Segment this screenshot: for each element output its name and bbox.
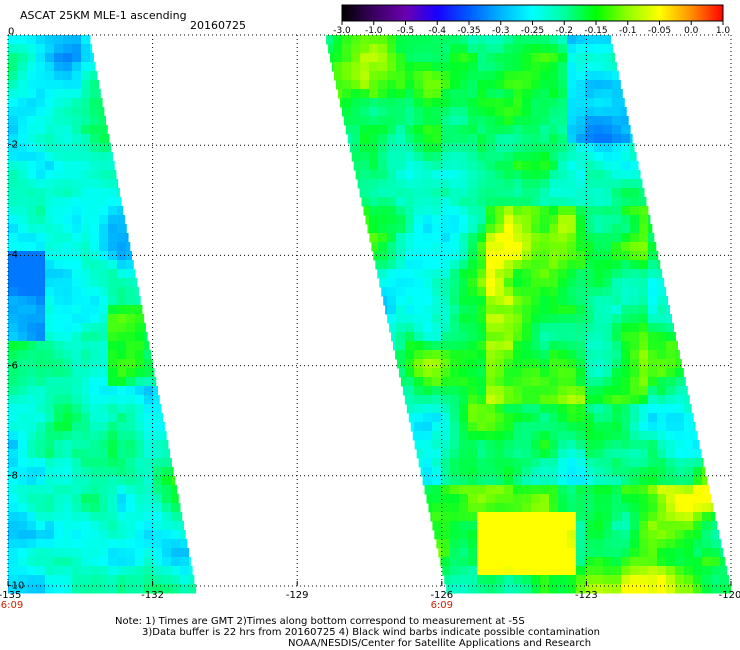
wind-map [7,34,732,594]
x-tick-label: -135 [0,590,22,601]
colorbar-tick-label: -0.05 [647,26,672,36]
colorbar-tick-label: -0.5 [396,26,415,36]
note-line-3: NOAA/NESDIS/Center for Satellite Applica… [288,638,592,649]
time-label: 6:09 [430,600,454,611]
colorbar-tick-label: -0.1 [618,26,637,36]
swath-layer [8,35,732,594]
colorbar-tick-label: -0.15 [584,26,608,36]
x-tick-label: -129 [285,590,309,601]
colorbar-tick-label: -1.0 [364,26,383,36]
x-tick-label: -132 [141,590,164,601]
product-date: 20160725 [190,19,246,32]
colorbar-tick-label: -0.4 [428,26,447,36]
graticule [7,34,732,587]
colorbar-tick-label: -0.3 [491,26,510,36]
y-tick-label: -10 [8,580,25,592]
y-tick-label: 0 [8,26,15,38]
colorbar-graphic [341,4,724,25]
axis-ticks [7,581,732,586]
colorbar-tick-label: -0.2 [555,26,574,36]
swath-west [8,35,197,594]
x-tick-label: -120 [718,590,740,601]
y-tick-label: -6 [8,360,18,372]
colorbar-tick-label: 1.0 [715,26,731,36]
x-tick-label: -123 [575,590,598,601]
y-tick-label: -4 [8,249,18,261]
colorbar-tick-label: -0.35 [457,26,481,36]
swath-east [326,35,732,594]
y-tick-label: -8 [8,470,18,482]
note-line-2: 3)Data buffer is 22 hrs from 20160725 4)… [142,627,600,638]
colorbar-tick-label: 0.0 [684,26,699,36]
y-tick-label: -2 [8,139,18,151]
product-title: ASCAT 25KM MLE-1 ascending [20,9,187,22]
time-label: 6:09 [0,600,24,611]
colorbar-tick-label: -0.25 [520,26,545,36]
colorbar-tick-label: -3.0 [333,26,351,36]
x-tick-label: -126 [430,590,454,601]
note-line-1: Note: 1) Times are GMT 2)Times along bot… [115,616,525,627]
